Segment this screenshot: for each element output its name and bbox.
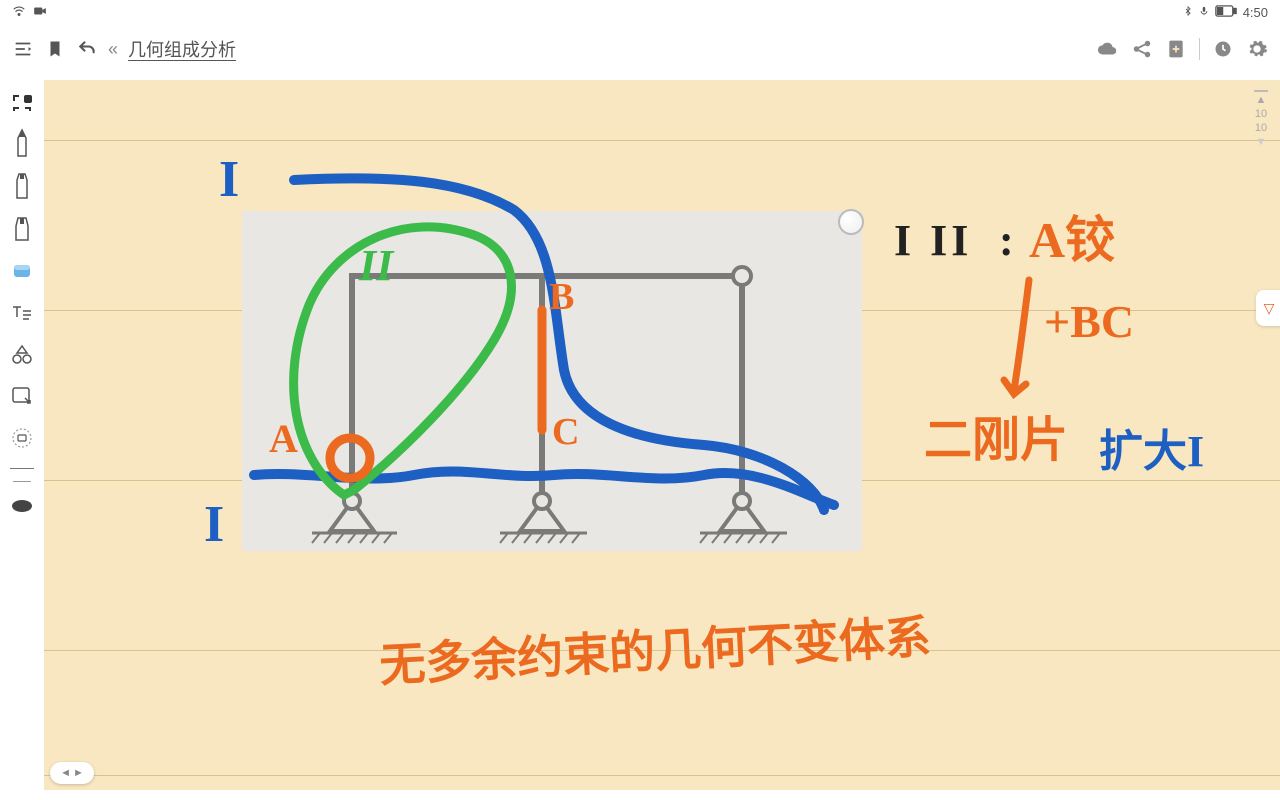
label-II: II	[359, 240, 393, 291]
lasso-tool-icon[interactable]	[8, 424, 36, 452]
status-time: 4:50	[1243, 5, 1268, 20]
pen-tool-icon[interactable]	[8, 130, 36, 158]
bookmark-icon[interactable]	[44, 38, 66, 60]
page-title[interactable]: 几何组成分析	[128, 36, 236, 62]
note-line1-black: I II	[894, 215, 972, 266]
toolbar-divider	[1199, 38, 1200, 60]
eraser-tool-icon[interactable]	[8, 256, 36, 284]
breadcrumb-chevrons[interactable]: «	[108, 39, 118, 60]
label-I-top: I	[219, 150, 239, 209]
share-icon[interactable]	[1131, 38, 1153, 60]
status-bar: 4:50	[0, 0, 1280, 24]
note-line3-orange: 二刚片	[924, 400, 1068, 470]
label-I-bot: I	[204, 495, 224, 554]
marker-tool-icon[interactable]	[8, 172, 36, 200]
scroll-val-1: 10	[1255, 108, 1267, 120]
crop-tool-icon[interactable]	[8, 88, 36, 116]
label-A: A	[269, 415, 298, 462]
label-B: B	[549, 275, 574, 319]
page-flipper[interactable]: ◄ ►	[50, 762, 94, 784]
tool-separator-thin	[13, 481, 31, 482]
top-toolbar: « 几何组成分析	[0, 24, 1280, 74]
color-swatch-icon[interactable]	[8, 492, 36, 520]
status-left	[12, 4, 48, 21]
status-right: 4:50	[1183, 4, 1268, 21]
bluetooth-icon	[1183, 4, 1193, 21]
note-canvas[interactable]: I I II A B C I II : A铰 +BC 二刚片 扩大I 无多余约束…	[44, 80, 1280, 790]
text-tool-icon[interactable]	[8, 298, 36, 326]
select-tool-icon[interactable]	[8, 382, 36, 410]
scroll-val-2: 10	[1255, 122, 1267, 134]
wifi-icon	[12, 4, 26, 21]
scroll-up-icon[interactable]: ▲	[1256, 94, 1267, 106]
camera-icon	[32, 4, 48, 21]
note-line1-colon: :	[999, 215, 1014, 266]
scroll-down-icon[interactable]: ▼	[1256, 136, 1267, 148]
gear-icon[interactable]	[1246, 38, 1268, 60]
label-C: C	[552, 410, 579, 454]
shape-tool-icon[interactable]	[8, 340, 36, 368]
add-page-icon[interactable]	[1165, 38, 1187, 60]
page-prev-icon[interactable]: ◄	[60, 767, 71, 779]
cloud-icon[interactable]	[1097, 38, 1119, 60]
edge-tab-icon[interactable]: ▽	[1256, 290, 1280, 326]
scroll-indicator[interactable]: ▲ 10 10 ▼	[1250, 90, 1272, 148]
note-line1-orange: A铰	[1029, 200, 1115, 272]
battery-icon	[1215, 5, 1237, 20]
note-line2-orange: +BC	[1044, 295, 1134, 348]
note-line3-blue: 扩大I	[1099, 415, 1204, 479]
tool-separator	[10, 468, 34, 469]
undo-icon[interactable]	[76, 38, 98, 60]
highlighter-tool-icon[interactable]	[8, 214, 36, 242]
clock-icon[interactable]	[1212, 38, 1234, 60]
left-tool-panel	[0, 80, 44, 528]
page-next-icon[interactable]: ►	[73, 767, 84, 779]
outline-toggle-icon[interactable]	[12, 38, 34, 60]
mic-icon	[1199, 4, 1209, 21]
